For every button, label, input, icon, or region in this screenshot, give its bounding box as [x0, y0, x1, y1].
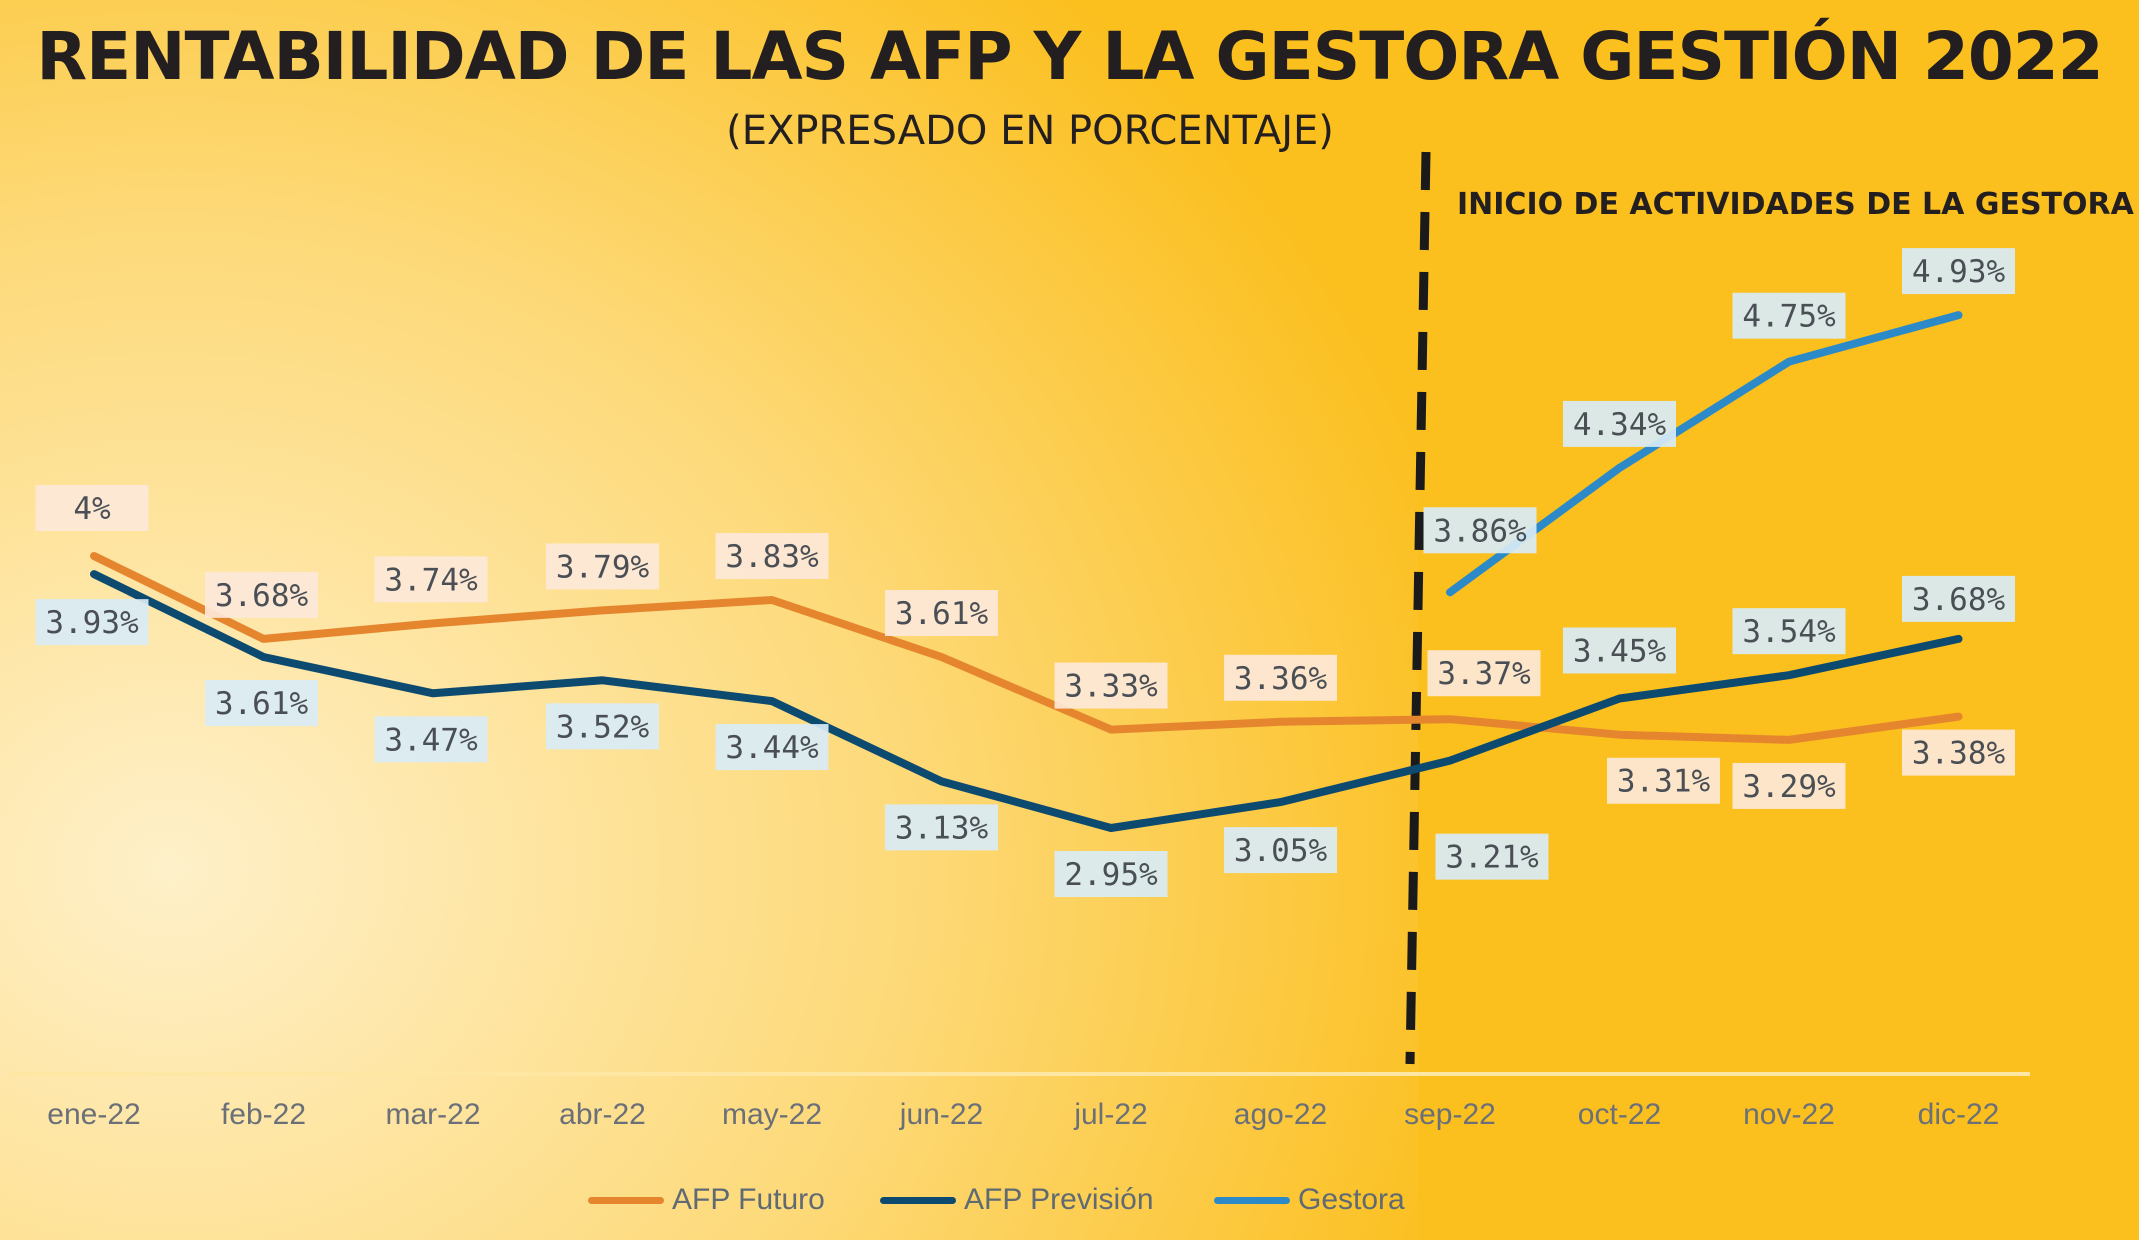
data-label-afp-prevision: 3.61% — [215, 686, 309, 722]
data-label-box-afp-prevision — [1224, 827, 1337, 874]
x-tick-label: sep-22 — [1404, 1098, 1496, 1131]
data-label-afp-futuro: 3.79% — [556, 549, 650, 585]
x-tick-label: mar-22 — [385, 1098, 480, 1131]
data-label-gestora: 4.93% — [1912, 254, 2006, 290]
x-tick-label: oct-22 — [1578, 1098, 1661, 1131]
data-label-box-afp-prevision — [205, 680, 318, 727]
background-left-region — [0, 0, 1418, 1240]
data-label-afp-prevision: 3.68% — [1912, 582, 2006, 618]
data-label-box-gestora — [1732, 292, 1846, 339]
data-label-box-afp-prevision — [1435, 833, 1549, 880]
data-label-afp-prevision: 3.05% — [1234, 833, 1328, 869]
data-label-box-afp-futuro — [885, 590, 998, 637]
data-label-afp-prevision: 3.52% — [556, 709, 650, 745]
data-label-afp-futuro: 4% — [73, 491, 111, 527]
data-label-afp-futuro: 3.36% — [1234, 661, 1328, 697]
data-label-afp-futuro: 3.37% — [1437, 656, 1531, 692]
x-tick-label: dic-22 — [1918, 1098, 2000, 1131]
x-tick-label: nov-22 — [1743, 1098, 1835, 1131]
data-label-box-afp-futuro — [1054, 662, 1168, 709]
data-label-box-gestora — [1902, 248, 2015, 295]
data-label-box-afp-prevision — [374, 716, 488, 763]
data-label-box-afp-futuro — [1607, 757, 1720, 804]
data-label-box-afp-prevision — [885, 804, 998, 851]
data-label-afp-prevision: 3.54% — [1742, 614, 1836, 650]
data-label-box-afp-futuro — [715, 533, 829, 580]
x-tick-label: jul-22 — [1073, 1098, 1147, 1131]
annotation-text: INICIO DE ACTIVIDADES DE LA GESTORA — [1457, 187, 2135, 222]
data-label-box-afp-futuro — [1224, 654, 1337, 701]
data-label-afp-futuro: 3.31% — [1617, 764, 1711, 800]
x-tick-label: ago-22 — [1234, 1098, 1327, 1131]
chart-title: RENTABILIDAD DE LAS AFP Y LA GESTORA GES… — [36, 18, 2103, 95]
gestora-start-divider — [1405, 151, 1431, 1065]
data-label-afp-prevision: 2.95% — [1064, 857, 1158, 893]
data-label-gestora: 4.75% — [1742, 299, 1836, 335]
data-label-box-afp-prevision — [1732, 608, 1846, 655]
data-label-afp-prevision: 3.93% — [45, 605, 139, 641]
legend: AFP Futuro AFP Previsión Gestora — [0, 1180, 2139, 1220]
data-label-box-afp-prevision — [1054, 851, 1168, 897]
data-label-afp-futuro: 3.74% — [384, 562, 478, 598]
data-label-afp-futuro: 3.29% — [1742, 769, 1836, 805]
data-label-box-afp-futuro — [1427, 650, 1541, 697]
x-tick-label: ene-22 — [47, 1098, 140, 1131]
legend-swatch-afp-prevision — [880, 1196, 956, 1204]
data-label-box-afp-futuro — [205, 571, 318, 618]
legend-item-afp-futuro[interactable]: AFP Futuro — [588, 1180, 825, 1220]
data-label-box-afp-prevision — [1563, 627, 1676, 674]
data-label-box-afp-futuro — [1732, 762, 1846, 809]
data-label-afp-prevision: 3.47% — [384, 722, 478, 758]
data-label-afp-futuro: 3.38% — [1912, 736, 2006, 772]
series-line-afp-futuro — [90, 552, 1963, 744]
legend-label-gestora: Gestora — [1298, 1183, 1405, 1216]
data-label-box-afp-prevision — [1902, 575, 2015, 622]
data-label-gestora: 4.34% — [1573, 407, 1667, 443]
data-label-afp-prevision: 3.44% — [725, 730, 819, 766]
data-label-afp-futuro: 3.61% — [895, 596, 989, 632]
legend-label-afp-prevision: AFP Previsión — [964, 1183, 1154, 1216]
data-label-afp-futuro: 3.33% — [1064, 669, 1158, 705]
legend-swatch-gestora — [1214, 1196, 1290, 1204]
legend-swatch-afp-futuro — [588, 1196, 664, 1204]
x-tick-label: abr-22 — [559, 1098, 646, 1131]
data-label-afp-futuro: 3.68% — [215, 578, 309, 614]
x-tick-label: feb-22 — [221, 1098, 306, 1131]
series-line-afp-prevision — [90, 570, 1963, 832]
legend-item-afp-prevision[interactable]: AFP Previsión — [880, 1180, 1154, 1220]
legend-label-afp-futuro: AFP Futuro — [672, 1183, 825, 1216]
data-label-box-gestora — [1563, 400, 1676, 447]
data-label-box-afp-futuro — [374, 556, 488, 603]
data-label-afp-prevision: 3.13% — [895, 810, 989, 846]
data-label-gestora: 3.86% — [1433, 513, 1527, 549]
legend-item-gestora[interactable]: Gestora — [1214, 1180, 1405, 1220]
data-label-box-afp-prevision — [35, 599, 149, 646]
x-tick-label: may-22 — [722, 1098, 822, 1131]
data-label-box-afp-futuro — [546, 543, 659, 590]
data-label-afp-prevision: 3.45% — [1573, 633, 1667, 669]
x-tick-label: jun-22 — [899, 1098, 983, 1131]
data-label-afp-prevision: 3.21% — [1445, 840, 1539, 876]
data-label-afp-futuro: 3.83% — [725, 539, 819, 575]
data-label-box-afp-prevision — [546, 703, 659, 750]
data-label-box-afp-prevision — [715, 724, 829, 771]
data-label-box-afp-futuro — [35, 485, 149, 531]
data-label-box-gestora — [1423, 507, 1537, 554]
data-label-box-afp-futuro — [1902, 729, 2015, 776]
chart-subtitle: (EXPRESADO EN PORCENTAJE) — [726, 108, 1334, 154]
